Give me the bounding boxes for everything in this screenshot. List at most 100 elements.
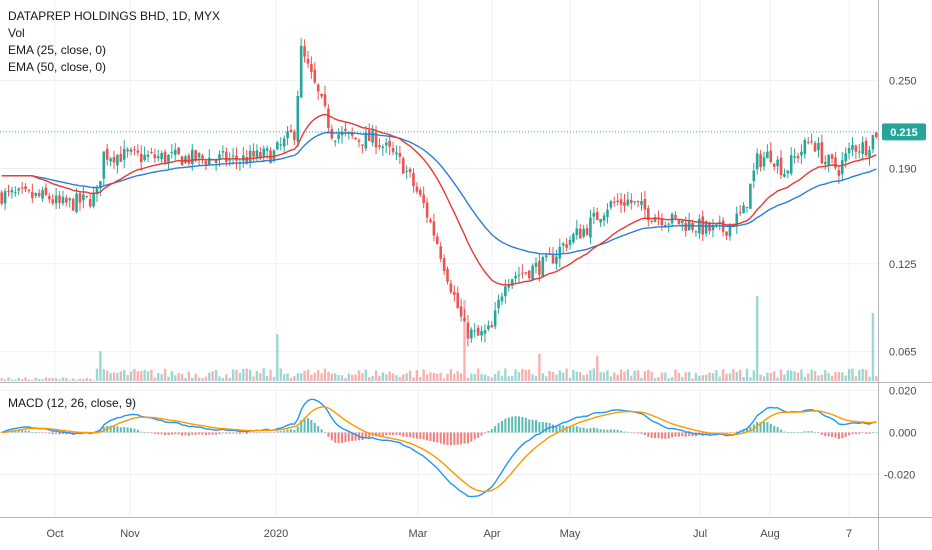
histogram-bar — [378, 432, 381, 437]
volume-bar — [368, 377, 371, 381]
legend-ema25[interactable]: EMA (25, close, 0) — [8, 43, 107, 57]
histogram-bar — [306, 418, 310, 433]
candle-body — [527, 270, 531, 279]
histogram-bar — [790, 432, 793, 433]
candle-body — [327, 108, 330, 129]
histogram-bar — [232, 432, 235, 434]
histogram-bar — [446, 432, 449, 446]
volume-bar — [24, 377, 27, 381]
candle-body — [565, 244, 568, 248]
candle-body — [612, 201, 616, 203]
histogram-bar — [119, 427, 122, 433]
histogram-bar — [807, 431, 810, 433]
histogram-bar — [762, 422, 766, 433]
candle-body — [218, 154, 221, 160]
histogram-bar — [793, 432, 796, 433]
histogram-bar — [150, 432, 153, 434]
histogram-bar — [609, 429, 612, 433]
candle-body — [116, 155, 119, 166]
price-candles[interactable] — [0, 37, 878, 347]
volume-bar — [44, 377, 48, 381]
volume-bar — [245, 368, 248, 381]
volume-bar — [235, 369, 238, 381]
candle-body — [259, 152, 262, 159]
histogram-bar — [191, 432, 194, 435]
candle-body — [449, 283, 453, 293]
volume-bar — [681, 376, 684, 381]
histogram-bar — [596, 428, 599, 433]
histogram-bar — [814, 432, 817, 434]
candle-body — [143, 154, 146, 161]
volume-bar — [657, 377, 660, 381]
candle-body — [20, 187, 24, 189]
candle-body — [75, 193, 78, 213]
legend-ema50[interactable]: EMA (50, close, 0) — [8, 60, 107, 74]
volume-bar — [732, 369, 735, 381]
candle-body — [766, 151, 769, 159]
volume-bar — [378, 375, 381, 381]
volume-bar — [330, 373, 333, 381]
volume-bar — [555, 374, 558, 381]
histogram-bar — [854, 432, 857, 435]
histogram-bar — [17, 430, 20, 433]
volume-bar — [715, 370, 718, 381]
candle-body — [749, 183, 752, 209]
histogram-bar — [681, 432, 684, 437]
macd-axis[interactable]: 0.020 0.000 -0.020 — [884, 386, 917, 482]
histogram-bar — [572, 426, 575, 433]
candle-body — [779, 157, 783, 176]
candle-body — [857, 151, 861, 153]
volume-bar — [698, 375, 701, 381]
candle-body — [378, 145, 381, 147]
histogram-bar — [541, 422, 544, 433]
legend-vol[interactable]: Vol — [8, 26, 25, 40]
histogram-bar — [861, 432, 864, 434]
histogram-bar — [313, 422, 316, 433]
histogram-bar — [133, 428, 136, 433]
volume-bar — [820, 374, 824, 381]
volume-bar — [606, 370, 609, 381]
volume-bar — [558, 370, 562, 381]
candle-body — [350, 132, 354, 136]
histogram-bar — [531, 419, 534, 433]
volume-bar — [357, 370, 361, 381]
histogram-bar — [126, 427, 129, 433]
volume-bar — [116, 372, 119, 381]
histogram-bar — [368, 432, 371, 438]
candle-body — [398, 152, 402, 157]
histogram-bar — [735, 431, 738, 433]
candle-body — [466, 322, 470, 339]
candle-body — [112, 156, 116, 163]
volume-bar — [351, 374, 354, 381]
candle-body — [817, 142, 820, 151]
histogram-bar — [630, 432, 633, 434]
volume-bar — [88, 378, 92, 381]
histogram-bar — [660, 432, 663, 439]
macd-legend[interactable]: MACD (12, 26, close, 9) — [8, 396, 137, 410]
volume-bar — [20, 378, 24, 381]
histogram-bar — [803, 431, 806, 433]
candle-body — [255, 150, 259, 159]
volume-bar — [769, 372, 772, 381]
histogram-bar — [262, 431, 265, 433]
volume-bar — [265, 375, 269, 381]
histogram-bar — [381, 432, 384, 437]
volume-bar — [527, 369, 531, 381]
volume-bar — [184, 378, 187, 381]
candle-body — [408, 168, 412, 173]
candle-body — [789, 155, 793, 174]
candle-body — [354, 137, 357, 140]
volume-bar — [106, 370, 109, 381]
volume-bar — [575, 371, 579, 381]
price-axis[interactable]: 0.250 0.190 0.125 0.065 — [889, 76, 917, 359]
volume-bar — [313, 372, 316, 381]
symbol-title[interactable]: DATAPREP HOLDINGS BHD, 1D, MYX — [8, 9, 221, 23]
candle-body — [616, 200, 619, 203]
volume-bar — [160, 374, 163, 381]
histogram-bar — [616, 429, 619, 433]
volume-bar — [875, 376, 878, 381]
volume-bar — [813, 371, 817, 381]
volume-bar — [609, 376, 613, 381]
time-axis[interactable]: Oct Nov 2020 Mar Apr May Jul Aug 7 — [46, 528, 852, 540]
